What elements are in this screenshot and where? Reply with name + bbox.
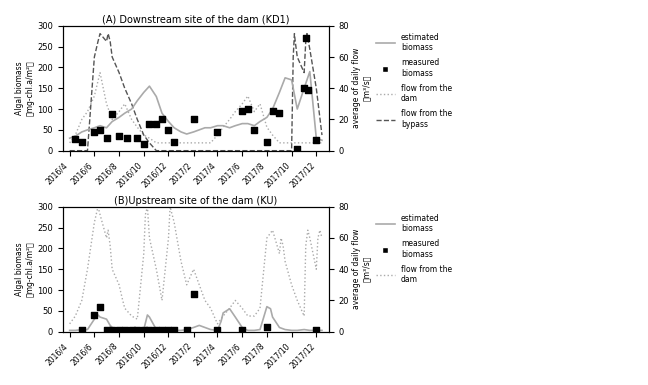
Point [145,121,155,127]
Point [169,327,179,333]
Point [107,111,117,117]
Title: (B)Upstream site of the dam (KU): (B)Upstream site of the dam (KU) [114,196,277,206]
Point [311,137,321,143]
Point [299,85,309,91]
Point [189,291,199,297]
Y-axis label: Algal biomass
（mg-chl.a/m²）: Algal biomass （mg-chl.a/m²） [15,60,34,116]
Point [189,116,199,122]
Point [169,139,179,146]
Point [122,135,132,141]
Title: (A) Downstream site of the dam (KD1): (A) Downstream site of the dam (KD1) [102,15,290,25]
Point [163,127,174,133]
Point [303,87,313,94]
Point [101,326,111,333]
Legend: estimated
biomass, measured
biomass, flow from the
dam: estimated biomass, measured biomass, flo… [373,211,455,287]
Point [76,327,87,333]
Y-axis label: average of daily flow
（m³/s）: average of daily flow （m³/s） [352,48,371,129]
Point [119,327,130,333]
Point [262,139,272,146]
Point [268,108,278,114]
Point [89,129,100,135]
Point [181,327,192,333]
Point [237,327,248,333]
Point [213,129,223,135]
Point [237,108,248,114]
Point [274,110,284,116]
Point [242,106,253,112]
Point [262,325,272,331]
Point [292,146,303,152]
Point [151,327,161,333]
Point [249,127,259,133]
Point [157,327,167,333]
Point [70,136,80,142]
Y-axis label: Algal biomass
（mg-chl.a/m²）: Algal biomass （mg-chl.a/m²） [15,241,34,297]
Legend: estimated
biomass, measured
biomass, flow from the
dam, flow from the
bypass: estimated biomass, measured biomass, flo… [373,30,455,132]
Point [126,327,137,333]
Point [107,326,117,333]
Y-axis label: average of daily flow
（m³/s）: average of daily flow （m³/s） [352,229,371,310]
Point [301,35,311,41]
Point [114,327,124,333]
Point [132,327,143,333]
Point [139,327,149,333]
Point [163,327,174,333]
Point [139,141,149,147]
Point [132,135,143,141]
Point [114,133,124,139]
Point [95,127,105,133]
Point [311,326,321,333]
Point [76,139,87,146]
Point [145,327,155,333]
Point [151,121,161,127]
Point [89,312,100,318]
Point [101,135,111,141]
Point [213,326,223,333]
Point [95,304,105,310]
Point [157,116,167,122]
